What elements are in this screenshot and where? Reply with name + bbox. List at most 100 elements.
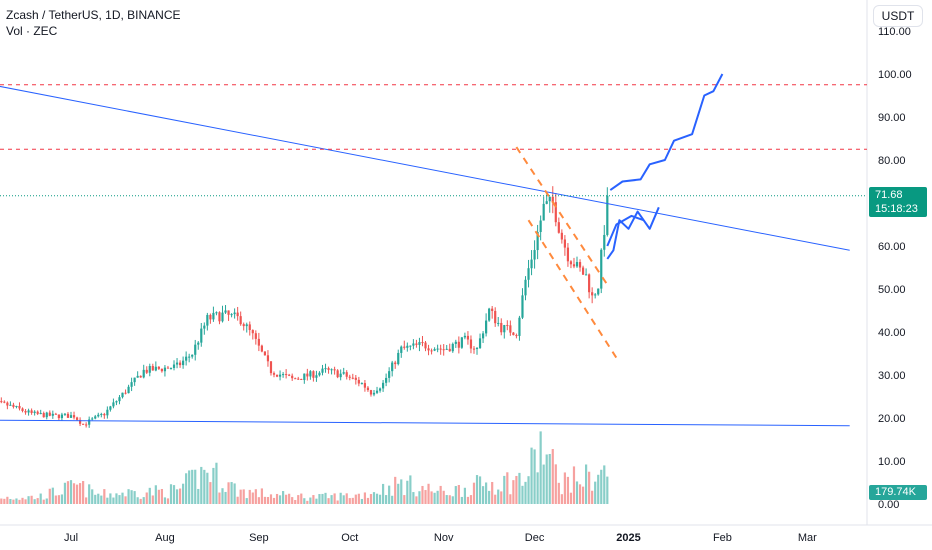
volume-bar <box>415 496 418 504</box>
volume-bar <box>412 492 415 504</box>
candle-body <box>460 337 463 348</box>
candle-body <box>124 392 127 394</box>
volume-bar <box>345 493 348 504</box>
candle-body <box>388 371 391 378</box>
volume-bar <box>112 497 115 504</box>
price-axis: 0.0010.0020.0030.0040.0050.0060.0070.008… <box>878 26 912 511</box>
volume-bar <box>485 482 488 504</box>
volume-bar <box>115 493 118 504</box>
volume-bar <box>145 492 148 504</box>
volume-bar <box>257 497 260 504</box>
candles <box>0 186 609 428</box>
volume-bar <box>151 495 154 504</box>
candle-body <box>400 346 403 353</box>
candle-body <box>445 348 448 350</box>
time-tick-label: Nov <box>434 532 454 544</box>
candle-body <box>224 310 227 313</box>
volume-bar <box>330 495 333 504</box>
candle-body <box>369 390 373 395</box>
candle-body <box>136 375 139 378</box>
channel-line <box>515 146 609 286</box>
volume-bar <box>48 488 51 504</box>
price-tick-label: 30.00 <box>878 370 906 382</box>
candle-body <box>597 288 600 295</box>
volume-bar <box>260 488 263 504</box>
volume-bar <box>478 476 482 504</box>
candle-body <box>254 333 257 339</box>
volume-bar <box>45 498 48 504</box>
volume-bar <box>227 482 230 504</box>
candle-body <box>294 378 297 380</box>
volume-bar <box>503 475 506 504</box>
volume-bar <box>460 496 463 504</box>
candle-body <box>351 377 354 379</box>
volume-bar <box>51 487 54 504</box>
currency-button[interactable]: USDT <box>873 5 923 27</box>
trendline <box>0 85 850 251</box>
candle-body <box>115 401 118 403</box>
candle-body <box>503 325 506 333</box>
last-price-tag: 71.68 15:18:23 <box>869 187 927 217</box>
volume-bar <box>63 482 67 504</box>
volume-bar <box>463 487 466 504</box>
candle-body <box>130 382 133 387</box>
candle-body <box>185 356 188 361</box>
volume-bar <box>366 497 370 504</box>
candle-body <box>415 343 418 345</box>
volume-bar <box>60 494 64 504</box>
candle-body <box>27 410 30 413</box>
candle-body <box>336 370 339 378</box>
volume-bar <box>54 495 57 504</box>
candle-body <box>15 405 18 407</box>
candle-body <box>315 375 318 378</box>
candle-body <box>572 264 576 267</box>
candle-body <box>278 374 282 377</box>
volume-bar <box>542 464 545 504</box>
candle-body <box>230 314 233 316</box>
volume-bar <box>263 496 267 504</box>
candle-body <box>357 379 360 384</box>
volume-bar <box>42 499 45 504</box>
candle-body <box>85 424 88 426</box>
volume-indicator-label[interactable]: Vol · ZEC <box>6 24 58 38</box>
candle-body <box>127 386 130 394</box>
candle-body <box>348 376 351 378</box>
candle-body <box>275 374 279 377</box>
candle-body <box>200 328 203 343</box>
candle-body <box>75 417 79 420</box>
candle-body <box>212 312 215 320</box>
candle-body <box>233 312 236 315</box>
volume-bar <box>182 483 185 504</box>
candle-body <box>88 419 91 425</box>
candle-body <box>588 274 591 293</box>
candle-body <box>242 324 245 327</box>
volume-bar <box>288 493 291 504</box>
candle-body <box>436 348 439 350</box>
volume-bar <box>197 488 200 504</box>
volume-bar <box>527 476 530 504</box>
time-tick-label: Oct <box>341 532 358 544</box>
candle-body <box>557 222 560 233</box>
volume-bar <box>606 476 609 504</box>
volume-bar <box>69 480 73 504</box>
candle-body <box>94 416 97 419</box>
candle-body <box>545 201 548 204</box>
volume-bar <box>0 498 3 504</box>
candle-body <box>488 308 491 321</box>
candle-body <box>133 377 136 383</box>
volume-bar <box>327 498 330 504</box>
price-tick-label: 80.00 <box>878 155 906 167</box>
candle-body <box>354 377 357 380</box>
candle-body <box>197 342 200 345</box>
candle-body <box>548 196 551 202</box>
volume-bar <box>36 498 39 504</box>
candle-body <box>218 312 221 322</box>
candle-body <box>54 413 57 415</box>
candle-body <box>42 413 45 418</box>
candle-body <box>151 366 154 371</box>
volume-bar <box>472 482 476 504</box>
volume-bar <box>539 431 542 504</box>
volume-bar <box>85 497 88 504</box>
volume-bar <box>551 449 554 504</box>
